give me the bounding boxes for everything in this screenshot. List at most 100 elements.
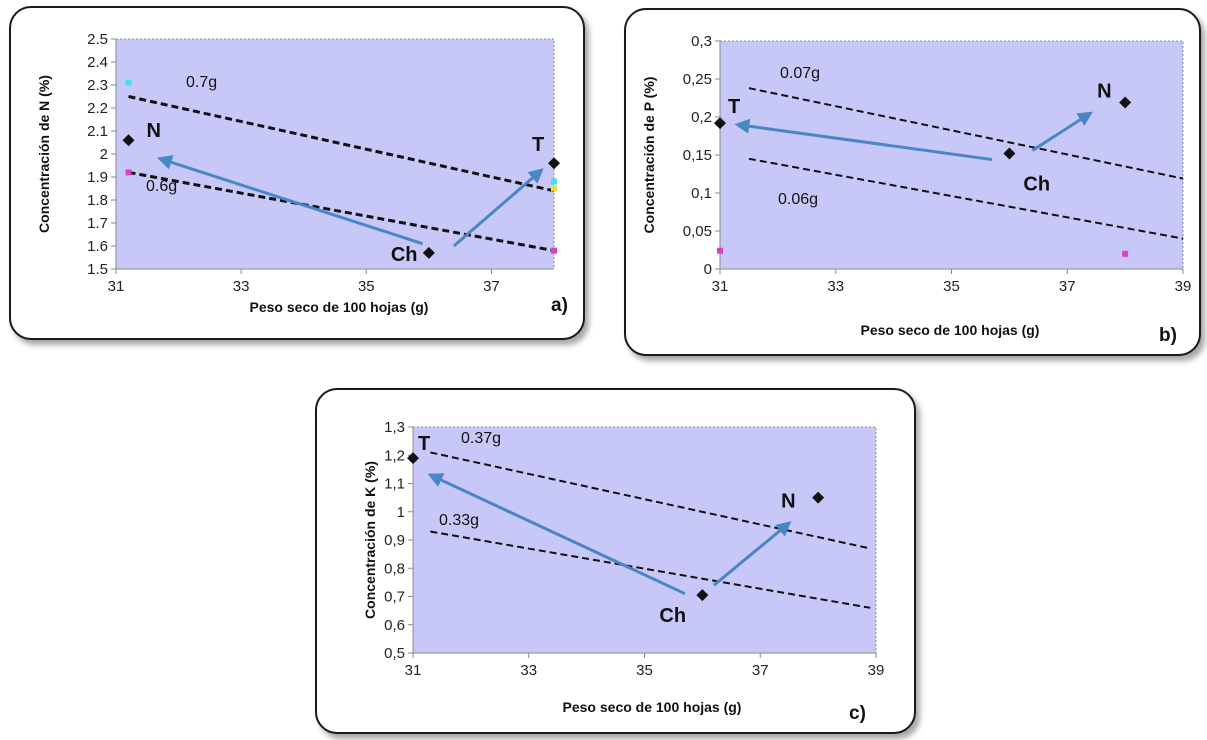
y-axis-title: Concentración de K (%): [362, 461, 378, 619]
dashed-line-label: 0.06g: [778, 191, 818, 208]
dashed-trend-line: [128, 95, 555, 193]
y-tick-label: 1.6: [87, 238, 108, 255]
y-tick-label: 0,25: [683, 71, 712, 88]
data-point-ch: [696, 589, 709, 602]
x-tick-label: 39: [868, 662, 885, 679]
y-tick-label: 0,9: [384, 532, 405, 549]
x-tick-label: 33: [520, 662, 537, 679]
dashed-line-label: 0.37g: [461, 430, 501, 447]
x-tick-label: 31: [405, 662, 422, 679]
minor-marker: [717, 247, 723, 254]
y-tick-label: 1.9: [87, 169, 108, 186]
y-axis-title: Concentración de N (%): [36, 75, 52, 233]
chart-c: 0,5 0,6 0,7 0,8 0,9 1 1,1 1,2 1,3 31 33 35 37 39 Peso …: [362, 419, 885, 724]
x-tick-label: 35: [943, 278, 960, 295]
panel-letter: a): [551, 295, 568, 316]
direction-arrow: [734, 118, 993, 162]
y-tick-label: 1.5: [87, 261, 108, 278]
x-axis-title: Peso seco de 100 hojas (g): [250, 299, 429, 315]
direction-arrow: [712, 521, 792, 587]
dashed-trend-line: [748, 87, 1184, 180]
data-point-n: [1119, 96, 1132, 109]
x-tick-label: 39: [1175, 278, 1192, 295]
data-point-ch: [1003, 147, 1016, 160]
y-tick-label: 0,15: [683, 147, 712, 164]
y-tick-label: 2.5: [87, 31, 108, 48]
x-tick-label: 31: [108, 278, 125, 295]
y-tick-label: 1,2: [384, 447, 405, 464]
minor-marker: [551, 178, 557, 185]
y-tick-label: 0: [704, 261, 712, 278]
y-tick-label: 0,5: [384, 645, 405, 662]
dashed-trend-line: [748, 157, 1184, 240]
minor-marker: [1122, 250, 1129, 257]
direction-arrow: [1031, 111, 1093, 152]
chart-b: 0 0,05 0,1 0,15 0,2 0,25 0,3 31 33 35 37 39 Peso sec…: [641, 33, 1192, 346]
data-point-t: [407, 452, 419, 465]
point-label-n: N: [147, 120, 161, 142]
dashed-trend-line: [430, 530, 871, 609]
x-tick-label: 31: [712, 278, 729, 295]
y-tick-label: 2.1: [87, 123, 108, 140]
direction-arrow: [156, 155, 424, 246]
y-tick-label: 1: [397, 504, 405, 521]
y-tick-label: 1,3: [384, 419, 405, 436]
y-tick-label: 2.3: [87, 77, 108, 94]
x-tick-label: 33: [827, 278, 844, 295]
data-point-n: [812, 491, 825, 504]
dashed-line-label: 0.07g: [780, 65, 820, 82]
y-tick-label: 2.2: [87, 100, 108, 117]
dashed-trend-line: [128, 170, 555, 253]
y-tick-label: 1.7: [87, 215, 108, 232]
point-label-t: T: [532, 134, 544, 156]
minor-marker: [125, 79, 132, 86]
y-tick-label: 0,1: [691, 185, 712, 202]
data-point-n: [122, 134, 135, 147]
minor-marker: [551, 247, 557, 254]
chart-panel-c: 0,5 0,6 0,7 0,8 0,9 1 1,1 1,2 1,3 31 33 35 37 39 Peso …: [315, 388, 916, 734]
point-label-n: N: [1097, 81, 1111, 103]
dashed-trend-line: [430, 451, 871, 550]
x-axis-title: Peso seco de 100 hojas (g): [861, 322, 1040, 338]
x-tick-label: 37: [1059, 278, 1076, 295]
y-tick-label: 2: [100, 146, 108, 163]
direction-arrow: [427, 473, 686, 596]
point-label-ch: Ch: [659, 605, 686, 627]
x-tick-label: 35: [358, 278, 375, 295]
minor-marker: [125, 169, 132, 176]
point-label-ch: Ch: [391, 244, 418, 266]
y-tick-label: 1,1: [384, 476, 405, 493]
data-point-ch: [422, 246, 435, 259]
x-tick-label: 33: [233, 278, 250, 295]
dashed-line-label: 0.6g: [146, 178, 177, 195]
direction-arrow: [452, 168, 544, 248]
y-tick-label: 0,2: [691, 109, 712, 126]
point-label-t: T: [728, 96, 740, 118]
data-point-t: [714, 117, 726, 130]
dashed-line-label: 0.33g: [439, 512, 479, 529]
y-tick-label: 0,6: [384, 617, 405, 634]
point-label-t: T: [418, 433, 430, 455]
y-tick-label: 0,05: [683, 223, 712, 240]
y-tick-label: 0,7: [384, 589, 405, 606]
x-axis-title: Peso seco de 100 hojas (g): [563, 699, 742, 715]
panel-letter: b): [1159, 325, 1177, 346]
chart-a: 1.5 1.6 1.7 1.8 1.9 2 2.1 2.2 2.3 2.4 2.5 31 33 35 37 P…: [36, 31, 568, 316]
y-tick-label: 2.4: [87, 54, 108, 71]
x-tick-label: 37: [752, 662, 769, 679]
plot-area: [412, 426, 877, 654]
point-label-ch: Ch: [1023, 173, 1050, 195]
y-tick-label: 0,3: [691, 33, 712, 50]
x-tick-label: 37: [483, 278, 500, 295]
y-tick-label: 0,8: [384, 560, 405, 577]
panel-letter: c): [849, 703, 866, 724]
y-tick-label: 1.8: [87, 192, 108, 209]
plot-area: [115, 38, 555, 270]
point-label-n: N: [781, 491, 795, 513]
chart-panel-a: 1.5 1.6 1.7 1.8 1.9 2 2.1 2.2 2.3 2.4 2.5 31 33 35 37 P…: [9, 6, 585, 340]
chart-panel-b: 0 0,05 0,1 0,15 0,2 0,25 0,3 31 33 35 37 39 Peso sec…: [624, 8, 1201, 356]
y-axis-title: Concentración de P (%): [641, 77, 657, 234]
data-point-t: [548, 157, 560, 170]
minor-marker: [551, 185, 557, 192]
dashed-line-label: 0.7g: [186, 74, 217, 91]
